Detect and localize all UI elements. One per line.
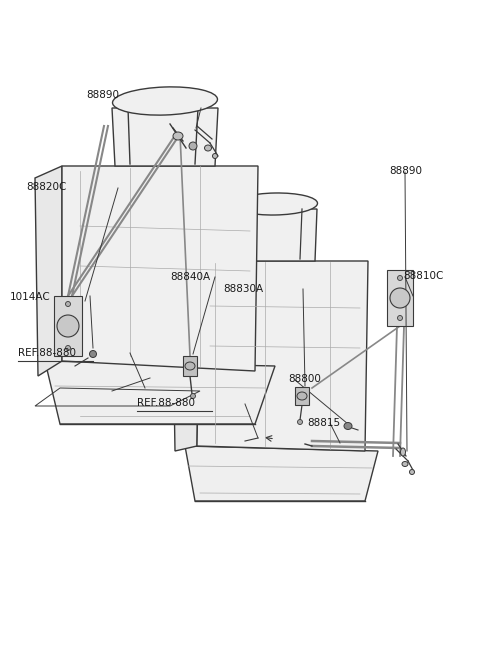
Text: REF.88-880: REF.88-880 [18,348,76,358]
Polygon shape [54,296,82,356]
Ellipse shape [173,132,183,140]
Ellipse shape [344,422,352,430]
Ellipse shape [189,142,197,150]
Text: 88840A: 88840A [170,272,211,282]
Ellipse shape [112,87,217,115]
Polygon shape [112,108,218,166]
Ellipse shape [397,316,403,321]
Text: 88800: 88800 [288,374,321,384]
Text: 88890: 88890 [389,165,422,176]
Polygon shape [185,446,378,501]
Polygon shape [183,356,197,376]
Polygon shape [172,261,200,451]
Ellipse shape [57,315,79,337]
Ellipse shape [213,154,217,159]
Ellipse shape [397,276,403,281]
Text: 88820C: 88820C [26,182,67,192]
Ellipse shape [89,350,96,358]
Text: 88830A: 88830A [223,283,264,294]
Text: REF.88-880: REF.88-880 [137,398,195,409]
Ellipse shape [185,362,195,370]
Polygon shape [387,270,413,326]
Ellipse shape [409,470,415,474]
Polygon shape [233,209,317,261]
Ellipse shape [298,419,302,424]
Ellipse shape [65,302,71,306]
Text: 88890: 88890 [86,90,120,100]
Ellipse shape [400,448,406,456]
Text: 1014AC: 1014AC [10,291,50,302]
Ellipse shape [204,145,212,151]
Text: 88810C: 88810C [403,270,444,281]
Polygon shape [45,361,275,424]
Polygon shape [35,166,62,376]
Ellipse shape [297,392,307,400]
Ellipse shape [402,462,408,466]
Polygon shape [197,261,368,451]
Ellipse shape [65,346,71,350]
Text: 88815: 88815 [307,418,340,428]
Ellipse shape [390,288,410,308]
Polygon shape [295,387,309,405]
Ellipse shape [232,193,317,215]
Polygon shape [62,166,258,371]
Ellipse shape [191,394,195,398]
